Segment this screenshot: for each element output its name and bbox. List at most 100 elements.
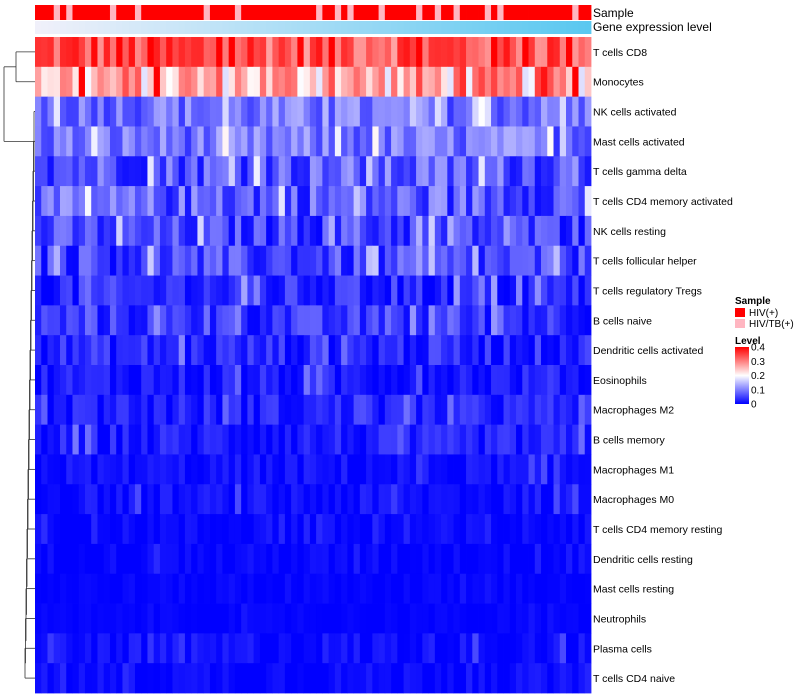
heatmap-cell: [322, 484, 330, 515]
heatmap-cell: [178, 96, 186, 127]
heatmap-cell: [303, 66, 311, 98]
heatmap-cell: [66, 484, 73, 515]
heatmap-cell: [172, 365, 180, 396]
expression-annotation-cell: [541, 21, 548, 34]
heatmap-cell: [434, 603, 442, 634]
heatmap-cell: [566, 424, 573, 455]
expression-annotation-cell: [453, 21, 461, 34]
heatmap-cell: [472, 663, 479, 694]
heatmap-cell: [491, 156, 498, 187]
expression-annotation-cell: [216, 21, 223, 34]
heatmap-cell: [359, 305, 367, 336]
heatmap-cell: [134, 126, 142, 157]
sample-annotation-cell: [578, 5, 586, 20]
heatmap-cell: [328, 573, 336, 604]
heatmap-cell: [141, 663, 148, 694]
heatmap-cell: [409, 633, 417, 664]
heatmap-cell: [484, 424, 492, 455]
heatmap-cell: [459, 633, 467, 664]
heatmap-cell: [78, 484, 86, 515]
heatmap-cell: [422, 573, 429, 604]
heatmap-cell: [303, 215, 311, 247]
heatmap-cell: [541, 514, 548, 545]
heatmap-cell: [134, 37, 142, 68]
heatmap-cell: [284, 305, 292, 336]
heatmap-cell: [159, 275, 167, 306]
heatmap-cell: [466, 37, 473, 68]
sample-annotation-cell: [472, 5, 479, 20]
heatmap-cell: [453, 245, 461, 276]
heatmap-cell: [378, 96, 386, 127]
heatmap-cell: [122, 96, 130, 127]
heatmap-cell: [528, 424, 536, 455]
sample-annotation-cell: [228, 5, 236, 20]
heatmap-cell: [128, 394, 136, 426]
heatmap-cell: [178, 603, 186, 634]
heatmap-cell: [178, 484, 186, 515]
heatmap-cell: [59, 245, 67, 276]
heatmap-cell: [266, 394, 273, 426]
heatmap-cell: [35, 394, 42, 426]
heatmap-cell: [247, 663, 255, 694]
heatmap-cell: [516, 275, 523, 306]
expression-annotation-cell: [259, 21, 267, 34]
heatmap-cell: [166, 96, 173, 127]
heatmap-cell: [384, 215, 392, 247]
heatmap-cell: [416, 215, 423, 247]
heatmap-cell: [322, 96, 330, 127]
heatmap-cell: [341, 484, 348, 515]
row-label: T cells CD4 naive: [593, 673, 675, 685]
heatmap-cell: [584, 514, 592, 545]
heatmap-cell: [516, 215, 523, 247]
heatmap-cell: [166, 305, 173, 336]
heatmap-cell: [184, 394, 192, 426]
heatmap-cell: [572, 335, 579, 366]
heatmap-cell: [191, 365, 198, 396]
heatmap-cell: [516, 573, 523, 604]
heatmap-cell: [366, 514, 373, 545]
heatmap-cell: [353, 424, 361, 455]
sample-annotation-cell: [272, 5, 280, 20]
heatmap-cell: [97, 603, 105, 634]
sample-annotation-cell: [303, 5, 311, 20]
heatmap-cell: [91, 305, 98, 336]
heatmap-cell: [184, 96, 192, 127]
heatmap-cell: [234, 424, 242, 455]
heatmap-cell: [322, 66, 330, 98]
heatmap-cell: [116, 424, 123, 455]
heatmap-cell: [566, 633, 573, 664]
heatmap-cell: [409, 275, 417, 306]
heatmap-cell: [434, 305, 442, 336]
sample-annotation-cell: [47, 5, 55, 20]
heatmap-cell: [309, 663, 317, 694]
row-label: NK cells activated: [593, 107, 677, 119]
heatmap-cell: [91, 37, 98, 68]
heatmap-cell: [291, 37, 298, 68]
sample-annotation-cell: [378, 5, 386, 20]
heatmap-cell: [116, 365, 123, 396]
heatmap-cell: [328, 484, 336, 515]
heatmap-cell: [134, 215, 142, 247]
heatmap-cell: [147, 484, 155, 515]
heatmap-cell: [266, 245, 273, 276]
heatmap-cell: [272, 394, 280, 426]
heatmap-cell: [447, 514, 454, 545]
heatmap-cell: [84, 335, 92, 366]
heatmap-cell: [234, 305, 242, 336]
heatmap-cell: [47, 365, 55, 396]
heatmap-cell: [316, 454, 323, 485]
heatmap-cell: [84, 454, 92, 485]
heatmap-cell: [278, 126, 286, 157]
heatmap-cell: [316, 96, 323, 127]
heatmap-cell: [203, 543, 211, 575]
heatmap-cell: [409, 603, 417, 634]
heatmap-cell: [353, 663, 361, 694]
expression-annotation-cell: [334, 21, 342, 34]
heatmap-cell: [534, 633, 542, 664]
heatmap-cell: [459, 424, 467, 455]
heatmap-cell: [359, 186, 367, 217]
heatmap-cell: [447, 663, 454, 694]
heatmap-cell: [491, 245, 498, 276]
heatmap-cell: [153, 424, 161, 455]
expression-annotation-cell: [447, 21, 454, 34]
